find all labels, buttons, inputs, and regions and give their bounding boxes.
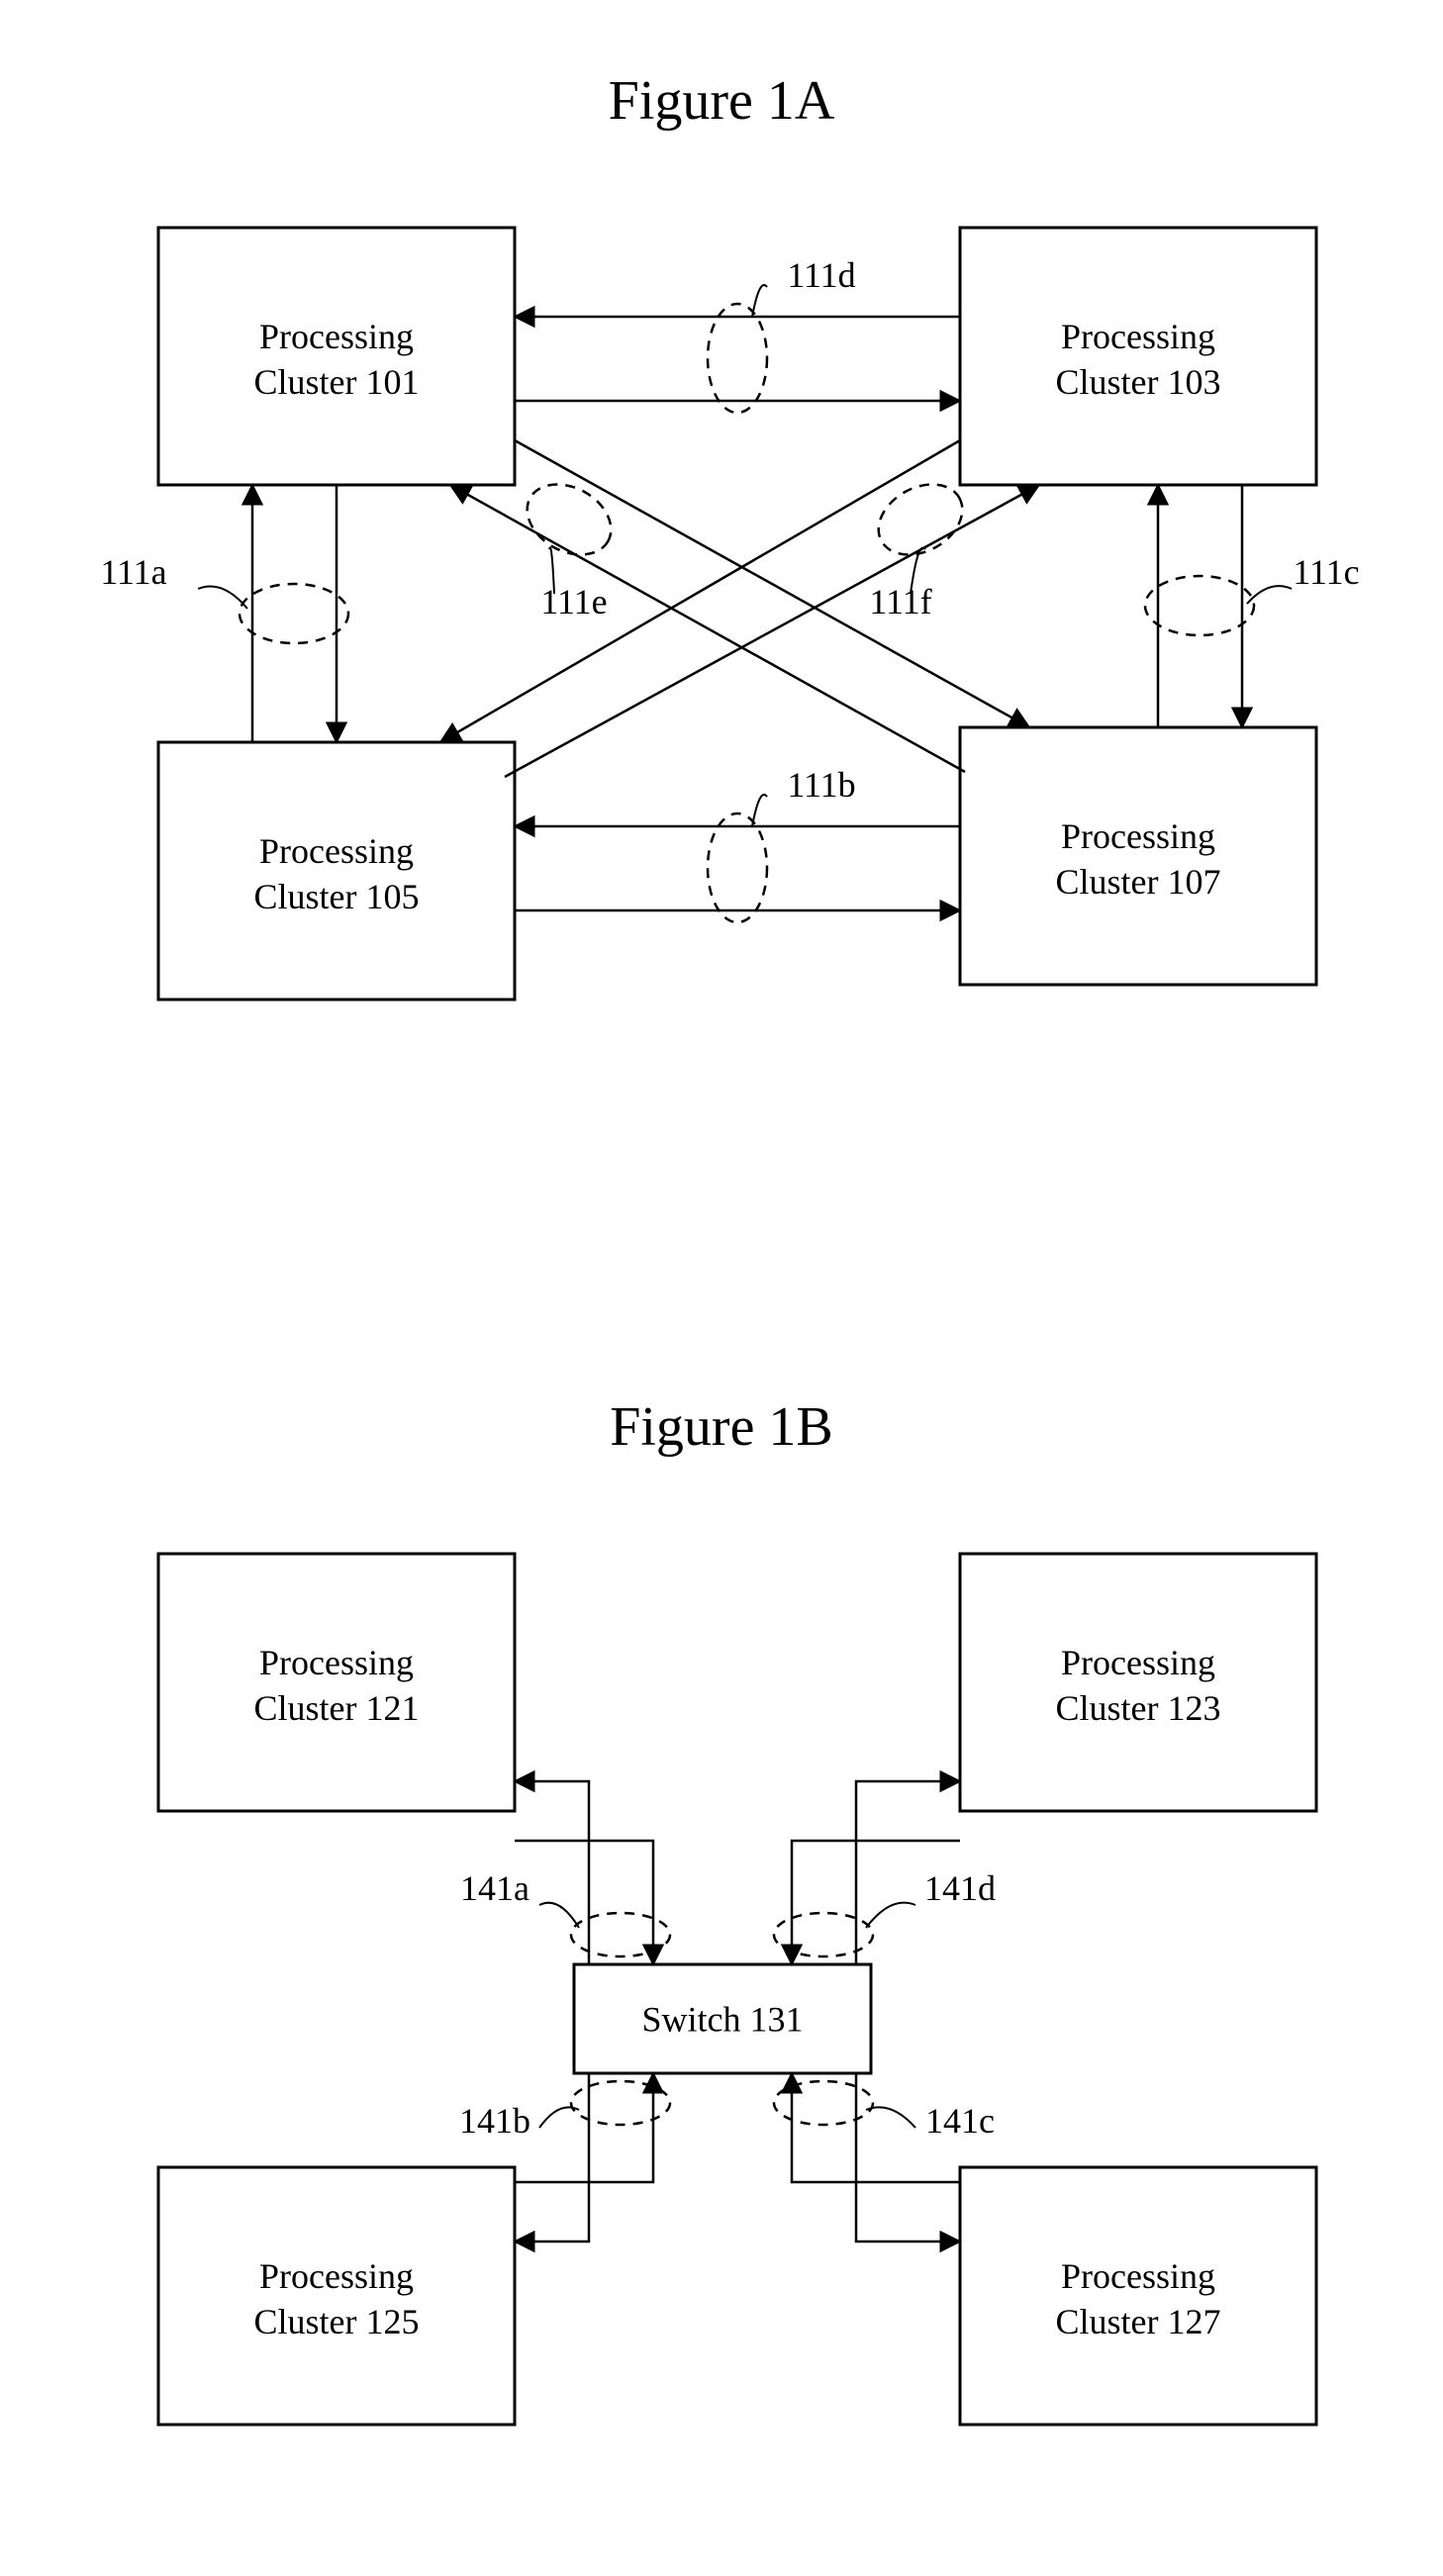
link-141b: 141b [459,2073,670,2242]
node-label-line2: Cluster 107 [1056,862,1221,902]
node-label-line1: Processing [1061,816,1215,856]
node-label-line2: Cluster 105 [254,877,420,916]
link-label-111b: 111b [787,765,855,805]
node-label-line1: Processing [259,831,414,871]
node-label-line2: Cluster 121 [254,1688,420,1728]
node-label-line2: Cluster 101 [254,362,420,402]
link-141a: 141a [460,1781,670,1964]
node-label-line1: Processing [259,2256,414,2296]
link-111b: 111b [515,765,960,922]
link-111a: 111a [100,485,348,742]
node-label-line1: Processing [1061,2256,1215,2296]
cluster-node-c105: Processing Cluster 105 [158,742,515,1000]
cluster-node-c103: Processing Cluster 103 [960,228,1316,485]
cluster-node-c101: Processing Cluster 101 [158,228,515,485]
node-label-line1: Processing [259,317,414,356]
link-label-141b: 141b [459,2101,530,2141]
link-label-111c: 111c [1293,552,1359,592]
link-label-141d: 141d [924,1868,996,1908]
link-111d: 111d [515,255,960,413]
node-label-line1: Processing [259,1643,414,1682]
figure-1b-title: Figure 1B [610,1396,833,1458]
link-111f: 111f [440,440,1039,777]
figure-1a: Figure 1AProcessingCluster 101Processing… [100,70,1359,1000]
figure-1a-title: Figure 1A [609,70,835,132]
link-label-111a: 111a [100,552,166,592]
link-label-111e: 111e [540,582,607,621]
link-label-141c: 141c [925,2101,995,2141]
link-label-111d: 111d [787,255,855,295]
node-label-line1: Processing [1061,317,1215,356]
figure-1b: Figure 1BProcessingCluster 121Processing… [158,1396,1316,2425]
link-label-111f: 111f [869,582,931,621]
node-label-line2: Cluster 125 [254,2302,420,2341]
node-label-line2: Cluster 103 [1056,362,1221,402]
page: Figure 1AProcessingCluster 101Processing… [0,0,1443,2576]
cluster-node-c127: Processing Cluster 127 [960,2167,1316,2425]
node-label-line1: Processing [1061,1643,1215,1682]
node-label-line2: Cluster 127 [1056,2302,1221,2341]
cluster-node-c121: Processing Cluster 121 [158,1554,515,1811]
node-label-line2: Cluster 123 [1056,1688,1221,1728]
link-label-141a: 141a [460,1868,529,1908]
cluster-node-c123: Processing Cluster 123 [960,1554,1316,1811]
switch-node: Switch 131 [574,1964,871,2073]
cluster-node-c125: Processing Cluster 125 [158,2167,515,2425]
link-141c: 141c [774,2073,995,2242]
link-111c: 111c [1145,485,1360,727]
link-111e: 111e [450,440,1029,772]
diagram-canvas: Figure 1AProcessingCluster 101Processing… [0,0,1443,2576]
link-141d: 141d [774,1781,996,1964]
switch-label: Switch 131 [641,2000,803,2040]
cluster-node-c107: Processing Cluster 107 [960,727,1316,985]
